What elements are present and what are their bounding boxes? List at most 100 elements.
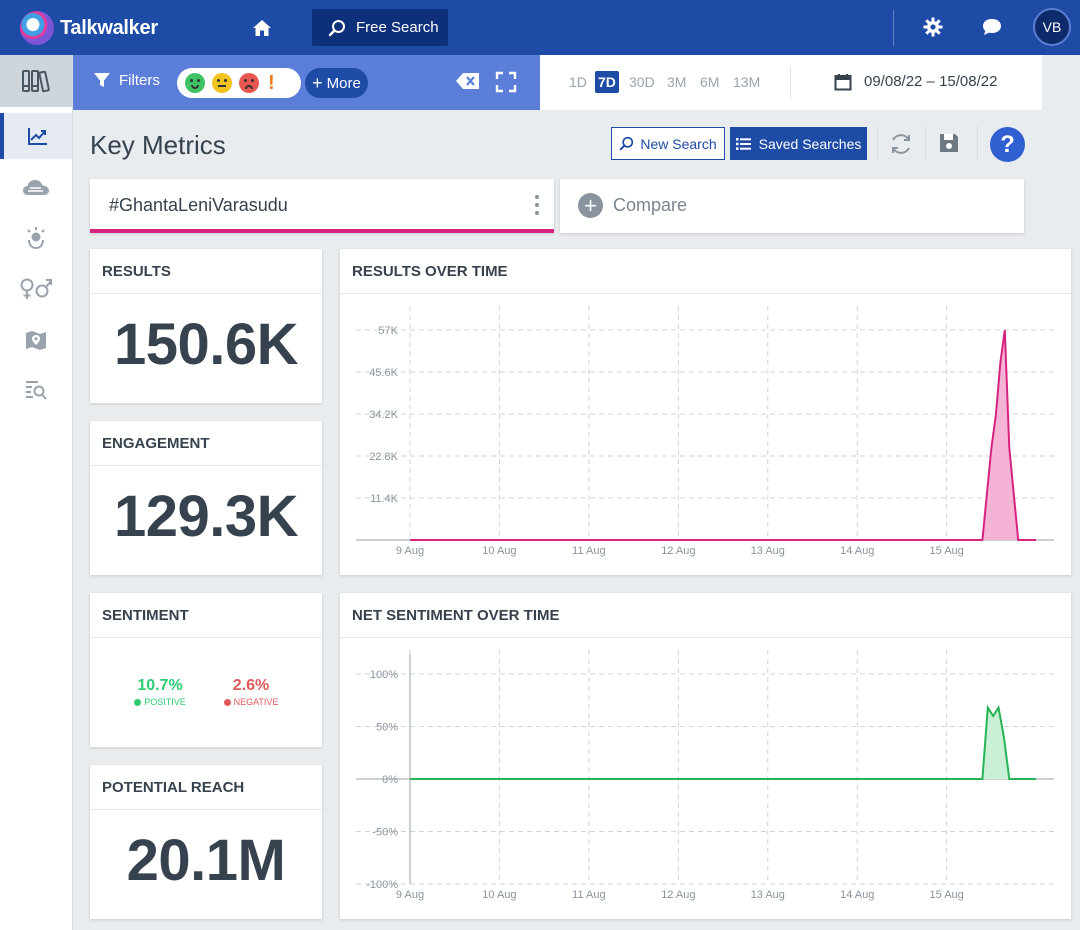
divider [90,637,322,638]
refresh-icon[interactable] [888,131,914,157]
free-search-label: Free Search [356,19,439,36]
x-tick-label: 12 Aug [661,889,695,901]
cloud-icon [23,180,49,195]
x-tick-label: 14 Aug [840,889,874,901]
positive-label: POSITIVE [144,697,186,707]
search-icon [620,136,634,151]
results-over-time-card: RESULTS OVER TIME 11.4K 22.8K 34.2K 45.6K 57… [340,249,1071,575]
range-13m[interactable]: 13M [733,74,761,90]
y-tick-label: 100% [370,669,398,681]
range-7d[interactable]: 7D [595,71,619,93]
y-tick-label: -100% [366,879,398,891]
potential-reach-card: POTENTIAL REACH 20.1M [90,765,322,919]
add-circle-icon: + [578,193,603,218]
range-3m[interactable]: 3M [667,74,687,90]
new-search-button[interactable]: New Search [611,127,725,160]
negative-face-icon[interactable] [239,73,259,93]
range-30d[interactable]: 30D [629,74,655,90]
range-1d[interactable]: 1D [569,74,587,90]
sidebar-item-library[interactable] [0,55,72,107]
range-6m[interactable]: 6M [700,74,720,90]
saved-searches-label: Saved Searches [758,135,862,152]
negative-sentiment: 2.6% NEGATIVE [222,677,280,707]
sidebar-item-topics[interactable] [0,165,72,211]
sidebar-item-demographics[interactable] [0,266,72,312]
influencer-icon [27,227,45,250]
card-title: POTENTIAL REACH [102,779,245,796]
calendar-icon[interactable] [834,73,852,91]
sentiment-card: SENTIMENT 10.7% POSITIVE 2.6% NEGATIVE [90,593,322,747]
results-card: RESULTS 150.6K [90,249,322,403]
home-button[interactable] [246,12,278,44]
divider [893,10,894,46]
search-icon [328,19,345,36]
gear-icon [923,17,943,37]
y-tick-label: -50% [372,827,398,839]
free-search-button[interactable]: Free Search [312,9,448,46]
sidebar-item-influencers[interactable] [0,215,72,261]
x-tick-label: 11 Aug [572,545,605,557]
settings-button[interactable] [918,12,948,42]
sidebar-item-list-search[interactable] [0,367,72,413]
gender-icon [20,278,52,299]
x-tick-label: 12 Aug [661,545,695,557]
divider [90,465,322,466]
divider [790,67,791,99]
divider [340,637,1071,638]
saved-searches-button[interactable]: Saved Searches [730,127,867,160]
results-value: 150.6K [113,312,299,377]
map-icon [26,331,46,350]
x-tick-label: 9 Aug [396,889,424,901]
more-label: More [326,74,361,92]
positive-dot-icon [134,698,142,706]
results-over-time-chart[interactable]: 11.4K 22.8K 34.2K 45.6K 57K 9 Aug 10 Aug 11 Aug… [340,294,1071,575]
date-range-text[interactable]: 09/08/22 – 15/08/22 [864,73,998,90]
app-name: Talkwalker [60,16,158,39]
exclamation-icon[interactable]: ! [268,71,275,94]
talkwalker-logo[interactable]: Talkwalker [20,10,158,46]
home-icon [253,20,271,36]
clear-filters-button[interactable] [455,72,481,94]
y-tick-label: 22.8K [369,451,398,463]
compare-tab[interactable]: + Compare [560,179,1024,233]
date-range-bar: 1D 7D 30D 3M 6M 13M 09/08/22 – 15/08/22 [540,55,1042,110]
sentiment-filter[interactable]: ! [177,68,301,98]
net-sentiment-over-time-chart[interactable]: 100% 50% 0% -50% -100%9 Aug 10 Aug 11 Aug 12 Au… [340,638,1071,919]
new-search-label: New Search [640,135,717,152]
plus-icon: + [312,73,323,93]
fullscreen-icon [495,71,517,93]
query-name: #GhantaLeniVarasudu [109,195,288,215]
y-tick-label: 45.6K [369,367,398,379]
negative-label: NEGATIVE [233,697,279,707]
left-sidebar [0,55,73,930]
query-tab[interactable]: #GhantaLeniVarasudu [90,179,554,233]
sidebar-item-key-metrics[interactable] [0,113,72,159]
help-button[interactable]: ? [990,127,1025,162]
backspace-clear-icon [456,73,479,89]
save-floppy-icon[interactable] [937,131,961,155]
sidebar-item-map[interactable] [0,317,72,363]
series-line [410,704,1037,780]
more-filters-button[interactable]: + More [305,68,368,98]
x-tick-label: 15 Aug [930,545,964,557]
x-tick-label: 10 Aug [482,889,516,901]
kebab-menu-icon[interactable] [534,193,540,217]
fullscreen-button[interactable] [495,71,519,95]
y-tick-label: 34.2K [369,409,398,421]
positive-face-icon[interactable] [185,73,205,93]
y-tick-label: 57K [378,325,398,337]
filter-funnel-icon [94,73,110,87]
user-avatar[interactable]: VB [1033,8,1071,46]
list-search-icon [26,381,47,400]
neutral-face-icon[interactable] [212,73,232,93]
x-tick-label: 14 Aug [840,545,874,557]
divider [340,293,1071,294]
divider [90,293,322,294]
top-navigation-bar: Talkwalker Free Search VB [0,0,1080,55]
filter-bar: Filters ! + More [73,55,540,110]
x-tick-label: 11 Aug [572,889,605,901]
compare-label: Compare [613,195,688,215]
chat-button[interactable] [977,12,1007,42]
filters-button[interactable]: Filters [93,71,160,89]
x-tick-label: 9 Aug [396,545,424,557]
